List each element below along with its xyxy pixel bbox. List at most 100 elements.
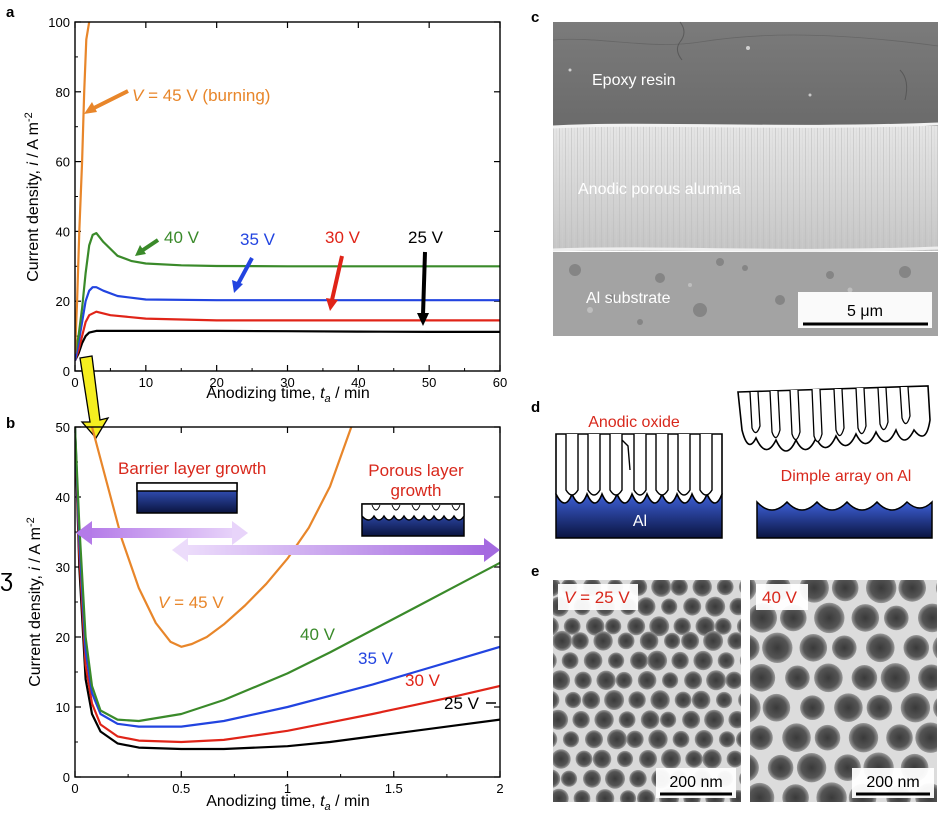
pore [573,790,591,802]
sem-top-view-25v [553,580,741,802]
y-tick-label: 10 [56,700,70,715]
chart-b-annotations: Barrier layer growth Porous layer growth… [76,459,500,713]
pore [729,597,741,616]
y-tick-label: 20 [56,294,70,309]
pore [604,690,625,710]
pore [553,788,569,802]
pore [780,604,807,632]
pore [935,582,937,593]
pore [664,632,681,650]
pore [553,617,559,636]
label-b-40v: 40 V [300,625,336,644]
pore [796,753,827,783]
label-porous-growth-1: Porous layer [368,461,464,480]
pore [782,723,811,752]
label-40v: 40 V [164,228,200,247]
pore [671,651,689,670]
pore [750,664,776,692]
arrow-45v [89,89,129,112]
label-b-35v: 35 V [358,649,394,668]
x-tick-label: 1 [284,781,291,796]
pore [561,652,579,669]
label-anodic-oxide: Anodic oxide [588,414,680,431]
series-line-25v [75,329,500,361]
barrier-layer-diagram [136,482,238,514]
pore [572,711,590,729]
porous-layer-diagram [361,503,465,537]
pore [750,782,775,802]
x-tick-label: 0.5 [172,781,190,796]
anodic-oxide-schematic [555,433,723,539]
pore [593,631,613,651]
pore [571,632,589,650]
pore [608,652,625,669]
pore [650,690,670,710]
pore [866,633,895,663]
x-tick-label: 30 [280,375,294,390]
y-tick-label: 20 [56,630,70,645]
pore [595,789,615,802]
sem-cross-section-image [552,21,939,336]
pore [574,671,592,689]
pore [705,596,726,617]
scale-bar-box-c [798,292,932,328]
pore [738,693,741,707]
x-tick-label: 50 [422,375,436,390]
x-tick-label: 60 [493,375,507,390]
pore [932,637,937,659]
pore [694,730,714,749]
arrow-30v [330,255,344,301]
pore [814,663,843,693]
pore [596,670,616,690]
pore [898,580,926,602]
y-tick-label: 0 [63,364,70,379]
x-tick-label: 10 [139,375,153,390]
arrow-25v [421,251,427,316]
pore [848,723,879,753]
pore [648,729,668,749]
pore [799,634,828,662]
pore [553,652,557,669]
pore [767,754,794,781]
x-tick-label: 2 [496,781,503,796]
pore [553,630,573,651]
label-45v-burning: V = 45 V (burning) [132,86,270,105]
pore [640,710,660,729]
pore [672,730,690,748]
pore [933,698,937,718]
scale-bar-label-e1: 200 nm [669,774,722,791]
pore [553,769,561,788]
pore [553,670,571,691]
pore [693,650,713,671]
pore [637,789,655,802]
edge-fragment: ʒ [0,565,13,592]
pore [683,597,702,616]
pore [684,671,703,690]
pore [762,693,791,722]
pore [673,617,691,635]
pore [639,631,659,651]
pore [727,632,741,650]
pore [685,750,703,768]
pore [706,670,727,691]
pore [814,602,845,634]
pore [660,711,677,728]
pore [674,691,692,709]
pore [704,709,725,730]
pore [626,730,644,748]
pore [750,603,777,633]
arrow-40v-head [135,245,146,256]
panel-label-d: d [531,399,540,416]
y-tick-label: 100 [48,15,70,30]
panel-label-a: a [6,4,15,21]
pore [670,580,688,596]
pore [900,693,931,723]
pore [639,750,657,768]
chart-b-ylabel: Current density, i / A m-2 [25,517,44,687]
pore [617,632,635,650]
label-box-40v [756,584,808,610]
x-tick-label: 40 [351,375,365,390]
yellow-zoom-arrow [79,355,110,440]
arrow-35v-head [232,280,243,293]
